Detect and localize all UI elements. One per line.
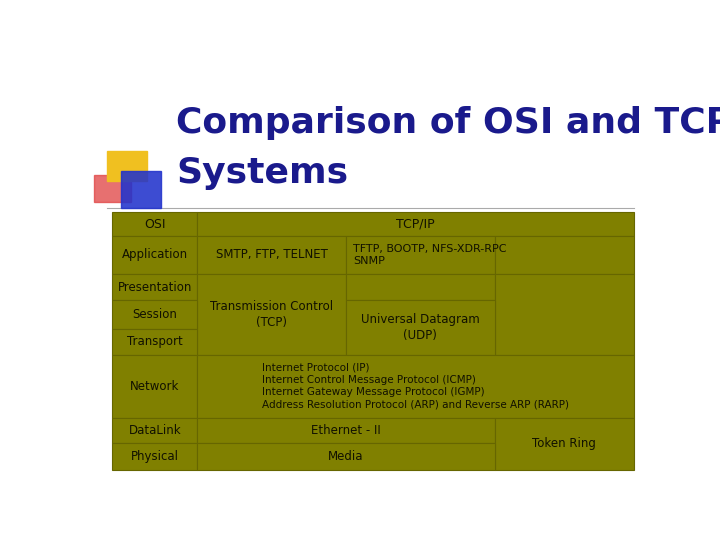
Bar bbox=[112, 329, 197, 355]
Text: Session: Session bbox=[132, 308, 177, 321]
Text: Physical: Physical bbox=[131, 450, 179, 463]
Text: TCP/IP: TCP/IP bbox=[397, 218, 435, 231]
Bar bbox=[107, 151, 147, 181]
Bar bbox=[112, 443, 197, 470]
Text: Token Ring: Token Ring bbox=[533, 437, 596, 450]
Bar bbox=[112, 300, 197, 329]
Text: Media: Media bbox=[328, 450, 364, 463]
Bar bbox=[94, 175, 131, 202]
Text: Comparison of OSI and TCP/IP: Comparison of OSI and TCP/IP bbox=[176, 106, 720, 140]
Bar bbox=[346, 274, 495, 300]
Text: OSI: OSI bbox=[144, 218, 166, 231]
Text: Application: Application bbox=[122, 248, 188, 261]
Bar bbox=[197, 274, 346, 355]
Text: Universal Datagram
(UDP): Universal Datagram (UDP) bbox=[361, 313, 480, 342]
Bar bbox=[112, 274, 197, 300]
Text: Internet Protocol (IP)
Internet Control Message Protocol (ICMP)
Internet Gateway: Internet Protocol (IP) Internet Control … bbox=[262, 363, 570, 410]
Bar bbox=[346, 235, 495, 274]
Bar bbox=[495, 417, 634, 470]
Bar bbox=[112, 355, 197, 417]
Text: Ethernet - II: Ethernet - II bbox=[311, 424, 381, 437]
Bar bbox=[112, 212, 197, 235]
Text: SMTP, FTP, TELNET: SMTP, FTP, TELNET bbox=[216, 248, 328, 261]
Bar bbox=[495, 235, 634, 274]
Text: DataLink: DataLink bbox=[129, 424, 181, 437]
Bar bbox=[197, 355, 634, 417]
Text: Network: Network bbox=[130, 380, 179, 393]
Text: Transmission Control
(TCP): Transmission Control (TCP) bbox=[210, 300, 333, 329]
Bar bbox=[346, 300, 495, 355]
Text: Presentation: Presentation bbox=[117, 281, 192, 294]
Bar bbox=[197, 212, 634, 235]
Text: Transport: Transport bbox=[127, 335, 183, 348]
Bar bbox=[495, 274, 634, 355]
Text: Systems: Systems bbox=[176, 156, 348, 190]
Bar bbox=[112, 417, 197, 443]
Bar bbox=[121, 171, 161, 208]
Bar bbox=[197, 417, 495, 443]
Bar bbox=[197, 443, 495, 470]
Bar bbox=[112, 235, 197, 274]
Bar bbox=[197, 235, 346, 274]
Text: TFTP, BOOTP, NFS-XDR-RPC
SNMP: TFTP, BOOTP, NFS-XDR-RPC SNMP bbox=[354, 244, 507, 266]
